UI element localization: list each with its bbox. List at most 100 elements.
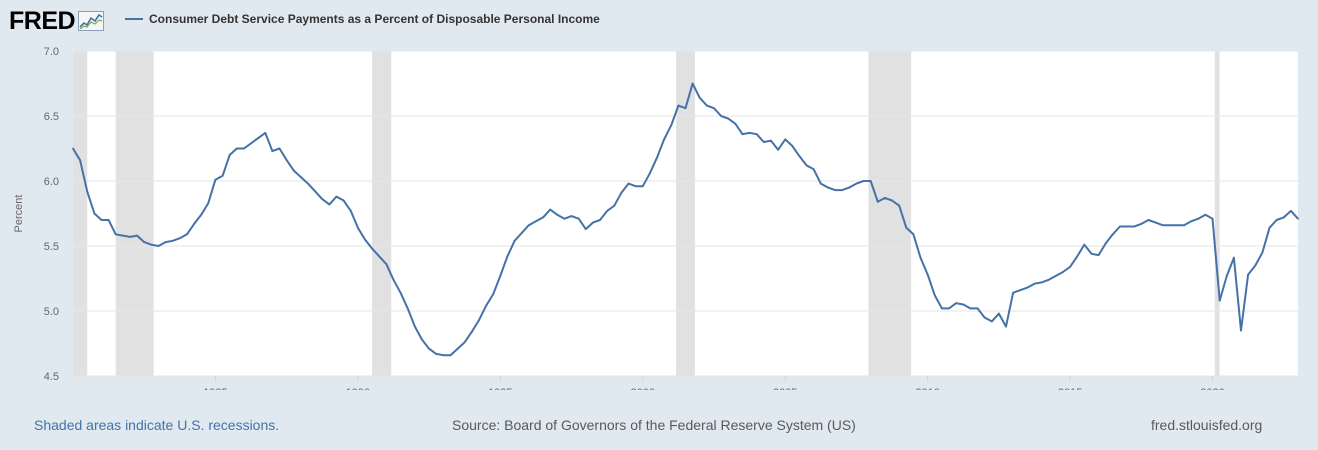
data-point[interactable]: [1069, 266, 1071, 268]
data-point[interactable]: [856, 183, 858, 185]
data-point[interactable]: [293, 170, 295, 172]
data-point[interactable]: [763, 141, 765, 143]
data-point[interactable]: [1290, 210, 1292, 212]
data-point[interactable]: [941, 308, 943, 310]
data-point[interactable]: [585, 228, 587, 230]
data-point[interactable]: [642, 185, 644, 187]
data-point[interactable]: [357, 227, 359, 229]
data-point[interactable]: [870, 180, 872, 182]
data-point[interactable]: [1026, 287, 1028, 289]
data-point[interactable]: [129, 236, 131, 238]
data-point[interactable]: [1119, 226, 1121, 228]
data-point[interactable]: [328, 204, 330, 206]
data-point[interactable]: [1055, 275, 1057, 277]
data-point[interactable]: [172, 240, 174, 242]
data-point[interactable]: [279, 148, 281, 150]
data-point[interactable]: [108, 219, 110, 221]
data-point[interactable]: [1269, 227, 1271, 229]
data-point[interactable]: [799, 155, 801, 157]
data-point[interactable]: [1283, 217, 1285, 219]
data-point[interactable]: [101, 219, 103, 221]
data-point[interactable]: [656, 157, 658, 159]
data-point[interactable]: [877, 201, 879, 203]
data-point[interactable]: [827, 187, 829, 189]
data-point[interactable]: [193, 223, 195, 225]
data-point[interactable]: [706, 105, 708, 107]
data-point[interactable]: [1176, 224, 1178, 226]
data-point[interactable]: [685, 107, 687, 109]
data-point[interactable]: [891, 200, 893, 202]
data-point[interactable]: [528, 224, 530, 226]
data-point[interactable]: [884, 197, 886, 199]
data-point[interactable]: [243, 148, 245, 150]
data-point[interactable]: [507, 256, 509, 258]
data-point[interactable]: [229, 154, 231, 156]
data-point[interactable]: [435, 353, 437, 355]
data-point[interactable]: [400, 292, 402, 294]
data-point[interactable]: [286, 159, 288, 161]
data-point[interactable]: [492, 293, 494, 295]
data-point[interactable]: [770, 140, 772, 142]
data-point[interactable]: [549, 209, 551, 211]
data-point[interactable]: [1205, 214, 1207, 216]
data-point[interactable]: [393, 279, 395, 281]
data-point[interactable]: [1169, 224, 1171, 226]
data-point[interactable]: [521, 232, 523, 234]
data-point[interactable]: [1019, 289, 1021, 291]
data-point[interactable]: [1162, 224, 1164, 226]
data-point[interactable]: [200, 214, 202, 216]
data-point[interactable]: [321, 198, 323, 200]
data-point[interactable]: [207, 202, 209, 204]
data-point[interactable]: [663, 139, 665, 141]
data-point[interactable]: [699, 97, 701, 99]
data-point[interactable]: [834, 189, 836, 191]
data-point[interactable]: [1083, 244, 1085, 246]
data-point[interactable]: [621, 192, 623, 194]
data-point[interactable]: [606, 210, 608, 212]
data-point[interactable]: [93, 213, 95, 215]
data-point[interactable]: [984, 317, 986, 319]
data-point[interactable]: [578, 218, 580, 220]
data-point[interactable]: [79, 159, 81, 161]
data-point[interactable]: [1261, 252, 1263, 254]
data-point[interactable]: [236, 148, 238, 150]
data-point[interactable]: [1105, 243, 1107, 245]
data-point[interactable]: [1197, 218, 1199, 220]
data-point[interactable]: [72, 148, 74, 150]
data-point[interactable]: [343, 200, 345, 202]
data-point[interactable]: [813, 168, 815, 170]
data-point[interactable]: [350, 210, 352, 212]
data-point[interactable]: [998, 313, 1000, 315]
data-point[interactable]: [848, 187, 850, 189]
data-point[interactable]: [820, 183, 822, 185]
data-point[interactable]: [863, 180, 865, 182]
data-point[interactable]: [535, 220, 537, 222]
data-point[interactable]: [991, 321, 993, 323]
data-point[interactable]: [734, 123, 736, 125]
data-point[interactable]: [692, 83, 694, 85]
data-point[interactable]: [1062, 271, 1064, 273]
data-point[interactable]: [150, 244, 152, 246]
data-point[interactable]: [1226, 275, 1228, 277]
data-point[interactable]: [934, 295, 936, 297]
data-point[interactable]: [179, 237, 181, 239]
data-point[interactable]: [1076, 256, 1078, 258]
data-point[interactable]: [649, 172, 651, 174]
data-point[interactable]: [442, 354, 444, 356]
data-point[interactable]: [1212, 218, 1214, 220]
data-point[interactable]: [677, 105, 679, 107]
data-point[interactable]: [791, 145, 793, 147]
data-point[interactable]: [307, 183, 309, 185]
data-point[interactable]: [1091, 253, 1093, 255]
data-point[interactable]: [841, 189, 843, 191]
data-point[interactable]: [1297, 218, 1299, 220]
data-point[interactable]: [628, 183, 630, 185]
data-point[interactable]: [143, 241, 145, 243]
data-point[interactable]: [898, 205, 900, 207]
data-point[interactable]: [136, 235, 138, 237]
data-point[interactable]: [1112, 233, 1114, 235]
data-point[interactable]: [1048, 279, 1050, 281]
data-point[interactable]: [777, 149, 779, 151]
data-point[interactable]: [1034, 283, 1036, 285]
data-point[interactable]: [564, 218, 566, 220]
